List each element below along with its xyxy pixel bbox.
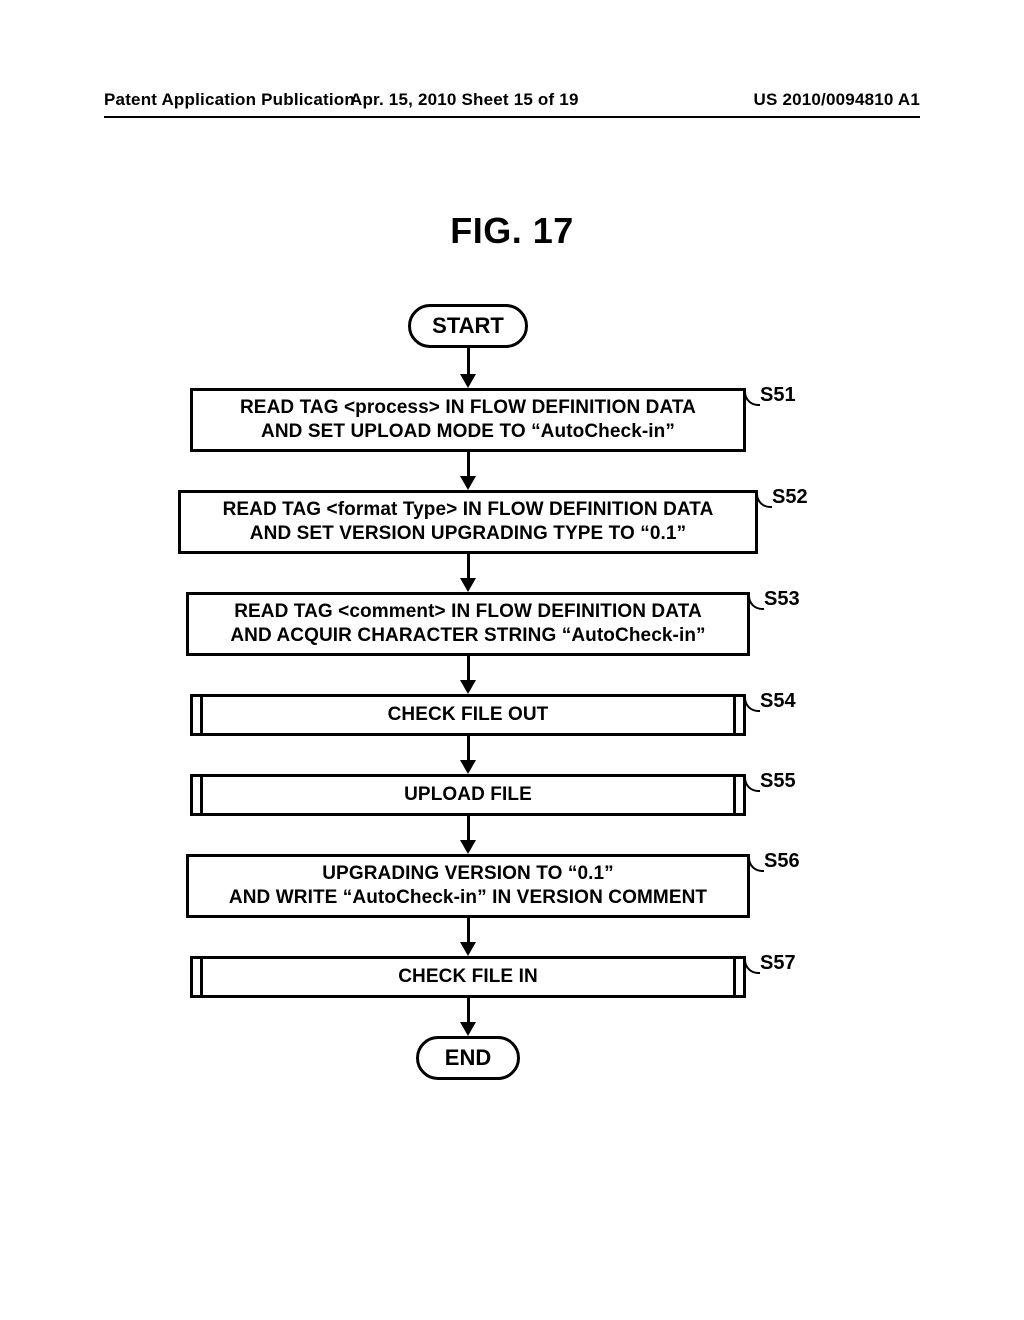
page: Patent Application Publication Apr. 15, … [0,0,1024,1320]
connector-arrow [460,348,476,388]
step-label-hook [744,958,760,974]
step-label: S51 [760,384,796,407]
connector-arrow [460,452,476,490]
connector-arrow [460,656,476,694]
connector-arrow [460,554,476,592]
process-step: UPGRADING VERSION TO “0.1”AND WRITE “Aut… [186,854,750,918]
step-label: S54 [760,690,796,713]
step-label-hook [756,492,772,508]
connector-arrow [460,816,476,854]
step-label-hook [744,390,760,406]
process-step: UPLOAD FILE [190,774,746,816]
step-label: S53 [764,588,800,611]
process-step: CHECK FILE IN [190,956,746,998]
step-label: S57 [760,952,796,975]
step-label-hook [748,856,764,872]
step-label: S56 [764,850,800,873]
figure-title: FIG. 17 [0,210,1024,252]
header-left: Patent Application Publication [104,90,355,110]
process-step: READ TAG <process> IN FLOW DEFINITION DA… [190,388,746,452]
process-step: READ TAG <format Type> IN FLOW DEFINITIO… [178,490,758,554]
step-label: S52 [772,486,808,509]
step-label-hook [748,594,764,610]
connector-arrow [460,736,476,774]
step-label: S55 [760,770,796,793]
header-right: US 2010/0094810 A1 [754,90,921,110]
step-label-hook [744,696,760,712]
header-rule [104,116,920,118]
terminator-start: START [408,304,528,348]
header-mid: Apr. 15, 2010 Sheet 15 of 19 [350,90,579,110]
terminator-end: END [416,1036,520,1080]
connector-arrow [460,998,476,1036]
process-step: READ TAG <comment> IN FLOW DEFINITION DA… [186,592,750,656]
process-step: CHECK FILE OUT [190,694,746,736]
connector-arrow [460,918,476,956]
step-label-hook [744,776,760,792]
